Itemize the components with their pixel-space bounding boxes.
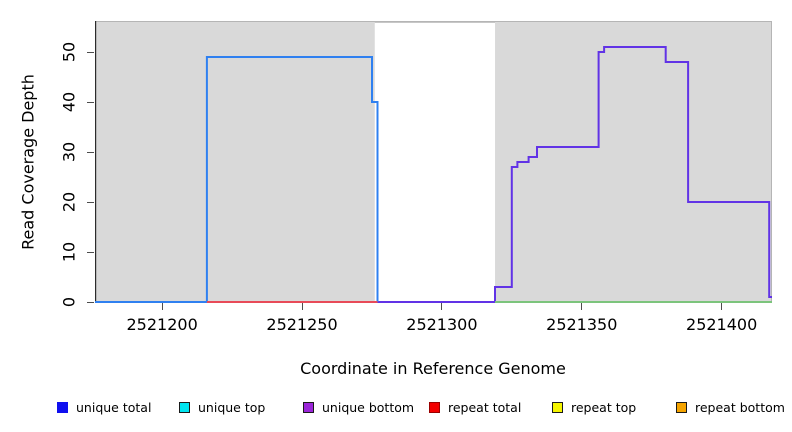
legend: unique total unique top unique bottom repea… xyxy=(0,398,792,420)
legend-swatch-icon xyxy=(303,402,314,413)
x-tick-mark xyxy=(441,303,443,310)
unique-total-line xyxy=(95,56,379,303)
y-axis-title: Read Coverage Depth xyxy=(18,74,38,250)
x-tick-mark xyxy=(581,303,583,310)
y-tick-mark xyxy=(87,301,94,303)
y-tick-mark xyxy=(87,251,94,253)
legend-swatch-icon xyxy=(552,402,563,413)
legend-swatch-icon xyxy=(57,402,68,413)
y-tick-label: 10 xyxy=(59,241,79,263)
plot-area xyxy=(95,21,772,303)
x-tick-label: 2521200 xyxy=(126,315,198,334)
legend-item-label: repeat top xyxy=(571,400,637,415)
x-tick-label: 2521350 xyxy=(546,315,618,334)
unique-bottom-line xyxy=(95,46,772,303)
legend-item-label: repeat total xyxy=(448,400,522,415)
x-axis-title: Coordinate in Reference Genome xyxy=(300,359,566,378)
x-tick-label: 2521300 xyxy=(406,315,478,334)
x-tick-mark xyxy=(301,303,303,310)
y-tick-mark xyxy=(87,51,94,53)
y-tick-label: 20 xyxy=(59,191,79,213)
y-tick-mark xyxy=(87,151,94,153)
x-tick-mark xyxy=(161,303,163,310)
coverage-plot-svg xyxy=(95,21,772,303)
legend-item-label: unique total xyxy=(76,400,152,415)
legend-item-label: unique bottom xyxy=(322,400,415,415)
x-tick-label: 2521400 xyxy=(686,315,758,334)
gap-region xyxy=(374,21,496,303)
x-tick-label: 2521250 xyxy=(266,315,338,334)
legend-item-label: repeat bottom xyxy=(695,400,785,415)
legend-swatch-icon xyxy=(676,402,687,413)
y-tick-label: 30 xyxy=(59,141,79,163)
legend-swatch-icon xyxy=(429,402,440,413)
y-tick-label: 50 xyxy=(59,41,79,63)
y-tick-mark xyxy=(87,201,94,203)
y-tick-label: 0 xyxy=(59,296,79,308)
legend-item-label: unique top xyxy=(198,400,266,415)
y-tick-label: 40 xyxy=(59,91,79,113)
legend-swatch-icon xyxy=(179,402,190,413)
x-tick-mark xyxy=(721,303,723,310)
y-tick-mark xyxy=(87,101,94,103)
